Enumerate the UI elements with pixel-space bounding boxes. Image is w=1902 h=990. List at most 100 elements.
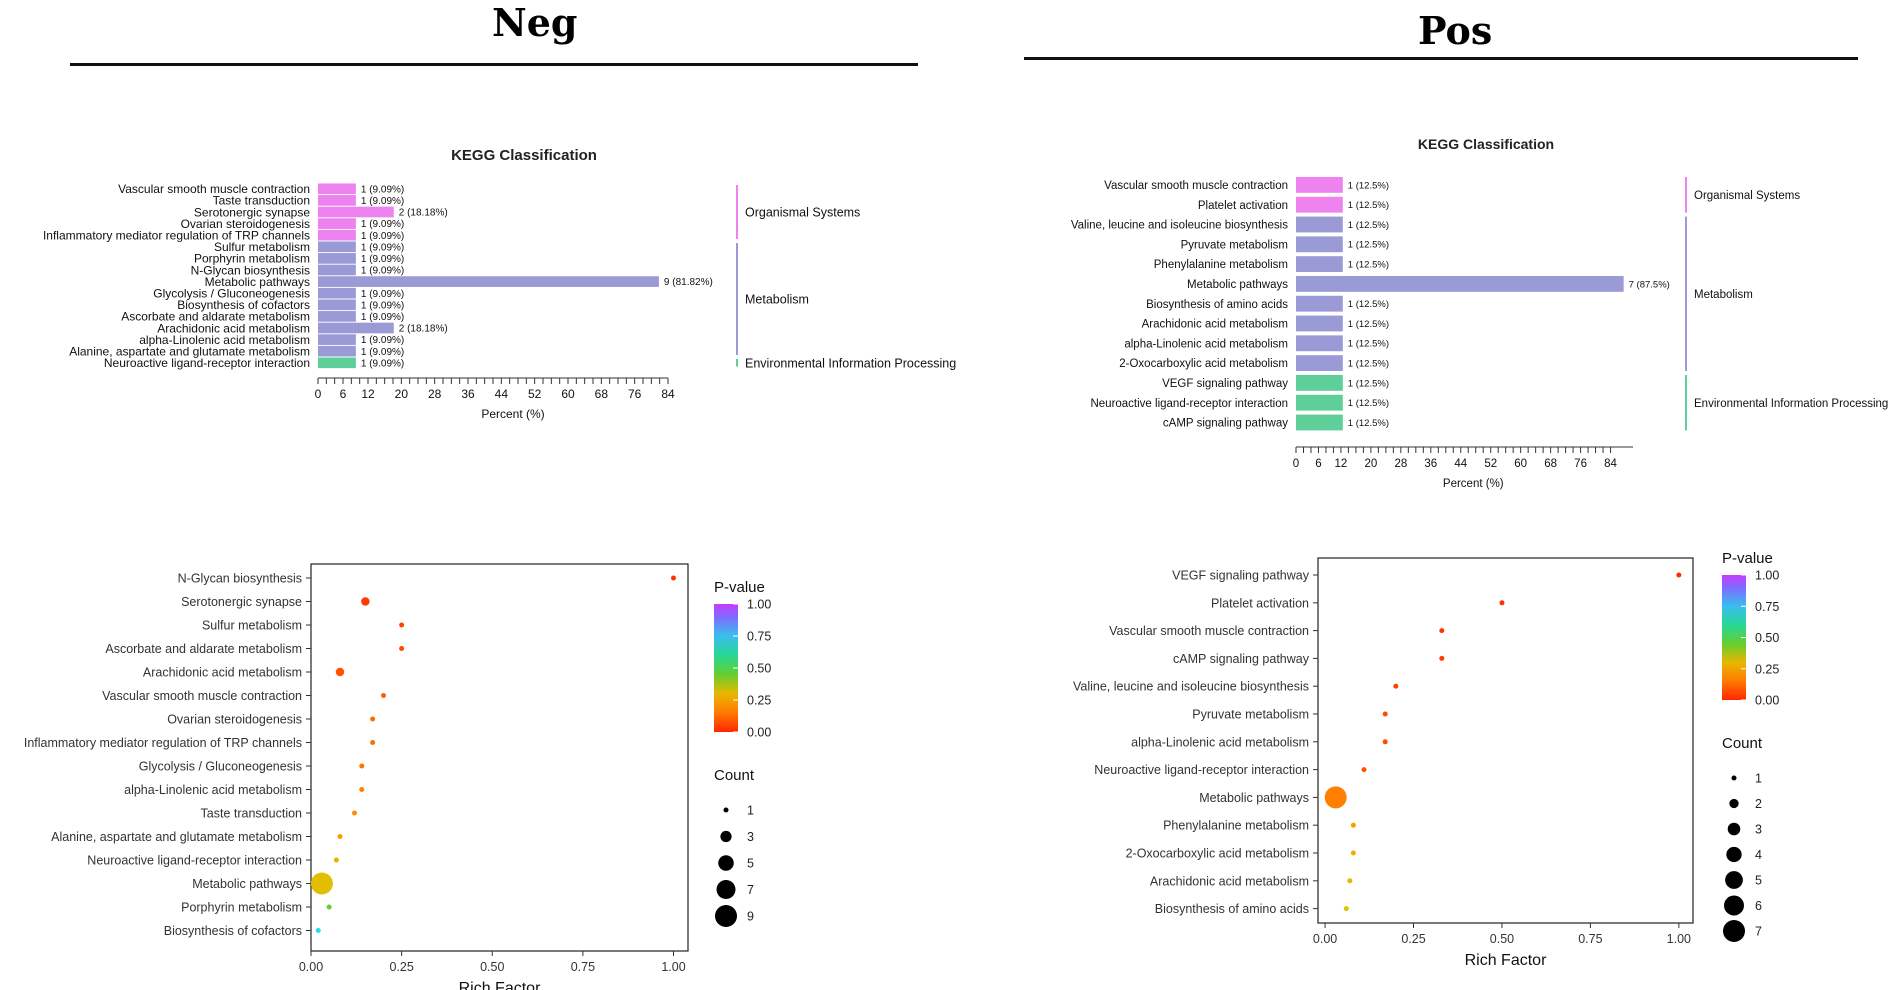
value-label: 1 (9.09%) (361, 312, 404, 323)
legend-size-label: 5 (747, 857, 754, 871)
category-label: Neuroactive ligand-receptor interaction (1090, 398, 1288, 410)
category-label: alpha-Linolenic acid metabolism (139, 333, 310, 347)
data-point (1361, 767, 1367, 773)
x-axis-title: Rich Factor (1465, 952, 1547, 969)
group-label: Environmental Information Processing (745, 356, 956, 370)
value-label: 1 (9.09%) (361, 347, 404, 358)
bar (1296, 374, 1343, 391)
bar (1296, 275, 1624, 292)
legend-color-label: 0.00 (1755, 694, 1779, 708)
plot-frame (1317, 557, 1694, 924)
value-label: 1 (12.5%) (1348, 180, 1389, 191)
value-label: 1 (9.09%) (361, 242, 404, 253)
category-label: cAMP signaling pathway (1173, 652, 1310, 666)
panel-rule-neg (70, 63, 918, 66)
x-tick-label: 68 (595, 387, 609, 401)
category-label: Pyruvate metabolism (1181, 239, 1288, 251)
group-label: Environmental Information Processing (1694, 398, 1888, 410)
legend-color-label: 0.75 (747, 630, 771, 644)
legend-size-label: 3 (1755, 823, 1762, 837)
bar (1296, 315, 1343, 332)
category-label: Neuroactive ligand-receptor interaction (1094, 763, 1309, 777)
data-point (1439, 628, 1445, 634)
panel-title-pos: Pos (1418, 8, 1493, 53)
data-point (1382, 711, 1388, 717)
legend-size-label: 5 (1755, 874, 1762, 888)
legend-color-label: 1.00 (747, 598, 771, 612)
x-tick-label: 84 (1604, 458, 1617, 470)
category-label: N-Glycan biosynthesis (178, 572, 302, 586)
bar (1296, 176, 1343, 193)
legend-color-label: 0.50 (747, 662, 771, 676)
value-label: 1 (9.09%) (361, 219, 404, 230)
legend-color-label: 0.25 (1755, 662, 1779, 676)
category-label: 2-Oxocarboxylic acid metabolism (1126, 847, 1309, 861)
bar (1296, 216, 1343, 233)
x-tick-label: 0 (1293, 458, 1299, 470)
category-label: Biosynthesis of cofactors (164, 924, 302, 938)
data-point (1393, 683, 1399, 689)
x-tick-label: 0.50 (480, 960, 504, 974)
category-label: Phenylalanine metabolism (1163, 819, 1309, 833)
data-point (370, 716, 376, 722)
legend-color-label: 1.00 (1755, 569, 1779, 583)
x-tick-label: 0.75 (571, 960, 595, 974)
category-label: Glycolysis / Gluconeogenesis (153, 287, 310, 301)
x-tick-label: 12 (361, 387, 375, 401)
x-tick-label: 76 (628, 387, 642, 401)
legend-size-title: Count (1722, 735, 1763, 752)
chart-title: KEGG Classification (1418, 136, 1554, 152)
panel-rule-pos (1024, 57, 1858, 60)
x-tick-label: 0.25 (1401, 932, 1425, 946)
legend-size-dot (1731, 775, 1737, 781)
data-point (310, 872, 333, 895)
category-label: Pyruvate metabolism (1192, 708, 1309, 722)
value-label: 1 (9.09%) (361, 300, 404, 311)
data-point (1350, 822, 1356, 828)
value-label: 1 (12.5%) (1348, 299, 1389, 310)
legend-size-dot (715, 905, 737, 927)
value-label: 1 (12.5%) (1348, 260, 1389, 271)
category-label: Arachidonic acid metabolism (1142, 319, 1288, 331)
data-point (335, 667, 345, 677)
value-label: 1 (9.09%) (361, 335, 404, 346)
bar (318, 264, 356, 276)
category-label: Alanine, aspartate and glutamate metabol… (69, 345, 310, 359)
legend-color-label: 0.50 (1755, 631, 1779, 645)
x-axis-title: Percent (%) (481, 407, 544, 421)
bar (1296, 394, 1343, 411)
x-tick-label: 28 (1394, 458, 1407, 470)
data-point (359, 763, 365, 769)
legend-size-dot (1723, 920, 1745, 942)
category-label: Serotonergic synapse (181, 595, 302, 609)
category-label: Porphyrin metabolism (181, 901, 302, 915)
x-tick-label: 20 (395, 387, 409, 401)
bar (318, 276, 659, 287)
legend-size-title: Count (714, 767, 755, 784)
category-label: Metabolic pathways (192, 877, 302, 891)
group-label: Organismal Systems (1694, 190, 1800, 202)
data-point (326, 904, 332, 910)
bar (1296, 236, 1343, 253)
category-label: Ascorbate and aldarate metabolism (105, 642, 302, 656)
category-label: N-Glycan biosynthesis (191, 263, 310, 277)
legend-size-label: 4 (1755, 848, 1762, 862)
category-label: Vascular smooth muscle contraction (1109, 624, 1309, 638)
legend-size-dot (1725, 871, 1743, 889)
x-tick-label: 52 (1484, 458, 1497, 470)
x-tick-label: 12 (1335, 458, 1348, 470)
bar (1296, 295, 1343, 312)
category-label: Glycolysis / Gluconeogenesis (139, 760, 302, 774)
x-axis-title: Percent (%) (1443, 478, 1504, 490)
legend-color-label: 0.25 (747, 694, 771, 708)
category-label: Inflammatory mediator regulation of TRP … (43, 229, 310, 243)
value-label: 1 (9.09%) (361, 254, 404, 265)
legend-size-dot (1724, 895, 1744, 916)
data-point (1347, 878, 1353, 884)
legend-size-label: 7 (1755, 925, 1762, 939)
data-point (1350, 850, 1356, 856)
bar (1296, 355, 1343, 372)
category-label: cAMP signaling pathway (1163, 418, 1288, 430)
